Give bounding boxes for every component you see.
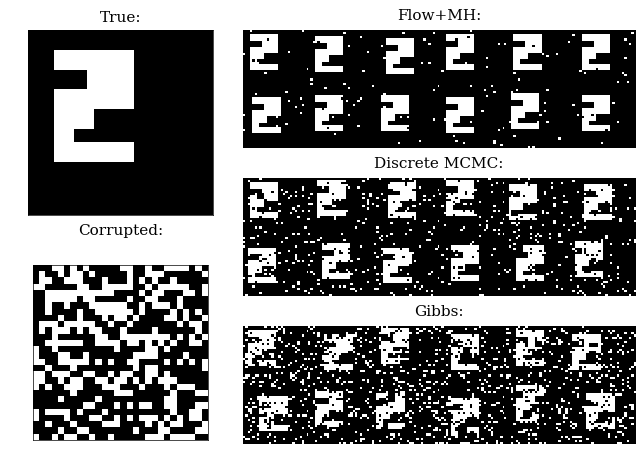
- Text: Discrete MCMC:: Discrete MCMC:: [374, 158, 504, 171]
- Text: True:: True:: [100, 10, 141, 24]
- Text: Corrupted:: Corrupted:: [78, 224, 163, 238]
- Text: Gibbs:: Gibbs:: [414, 306, 464, 320]
- Text: Flow+MH:: Flow+MH:: [397, 9, 481, 23]
